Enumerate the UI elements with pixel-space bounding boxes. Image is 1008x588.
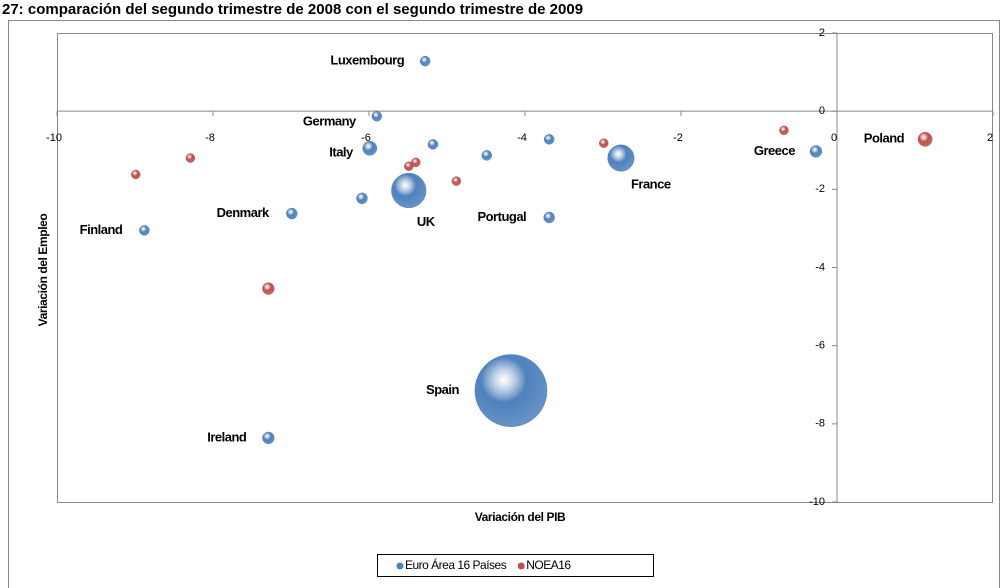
x-tick-label: -8 (205, 132, 215, 144)
legend-marker (517, 562, 525, 570)
bubble (809, 145, 823, 158)
bubble (474, 354, 548, 427)
legend-marker (396, 562, 404, 570)
bubble (481, 150, 493, 161)
bubble (607, 144, 635, 172)
bubble (451, 176, 462, 186)
chart-title: 27: comparación del segundo trimestre de… (2, 1, 583, 18)
point-label: Luxembourg (330, 53, 404, 68)
plot-frame (57, 33, 993, 503)
bubble (599, 138, 609, 148)
point-label: France (631, 177, 671, 192)
y-tick-label: 2 (819, 27, 825, 39)
chart-frame (8, 20, 1000, 588)
bubble (286, 207, 298, 220)
bubble (262, 431, 275, 445)
x-tick-label: -6 (361, 132, 371, 144)
bubble (917, 131, 933, 147)
point-label: Germany (303, 114, 357, 129)
bubble (411, 157, 421, 168)
point-label: Greece (754, 143, 795, 158)
x-axis-title: Variación del PIB (475, 510, 566, 524)
point-label: Ireland (207, 429, 247, 444)
bubble (779, 125, 789, 136)
x-tick-label: -2 (673, 132, 683, 144)
bubble (262, 282, 275, 295)
point-label: Italy (329, 145, 354, 160)
bubble (131, 169, 141, 180)
x-tick-label: -10 (46, 132, 62, 144)
point-label: Finland (80, 222, 123, 237)
point-label: Portugal (477, 209, 526, 224)
y-tick-label: -6 (815, 340, 825, 352)
bubble (362, 140, 378, 156)
bubble (371, 110, 383, 122)
legend-box (377, 554, 654, 577)
y-tick-label: -2 (815, 183, 825, 195)
bubble (543, 134, 555, 145)
bubble (391, 172, 427, 209)
point-label: Poland (864, 131, 905, 146)
bubble (543, 211, 555, 224)
y-axis-title: Variación del Empleo (36, 214, 50, 327)
y-tick-label: -8 (815, 418, 825, 430)
y-tick-label: -4 (815, 261, 825, 273)
y-tick-label: -10 (809, 496, 825, 508)
point-label: Denmark (217, 205, 270, 220)
x-tick-label: 0 (831, 132, 837, 144)
x-tick-label: -4 (517, 132, 527, 144)
point-label: UK (417, 214, 436, 229)
bubble (427, 139, 439, 150)
legend-label: NOEA16 (526, 558, 571, 572)
bubble (139, 225, 150, 236)
bubble (185, 153, 196, 163)
y-tick-label: 0 (819, 105, 825, 117)
bubble (356, 192, 368, 205)
bubble (419, 55, 431, 67)
legend-label: Euro Área 16 Países (405, 557, 507, 572)
point-label: Spain (426, 382, 459, 397)
x-tick-label: 2 (987, 132, 993, 144)
